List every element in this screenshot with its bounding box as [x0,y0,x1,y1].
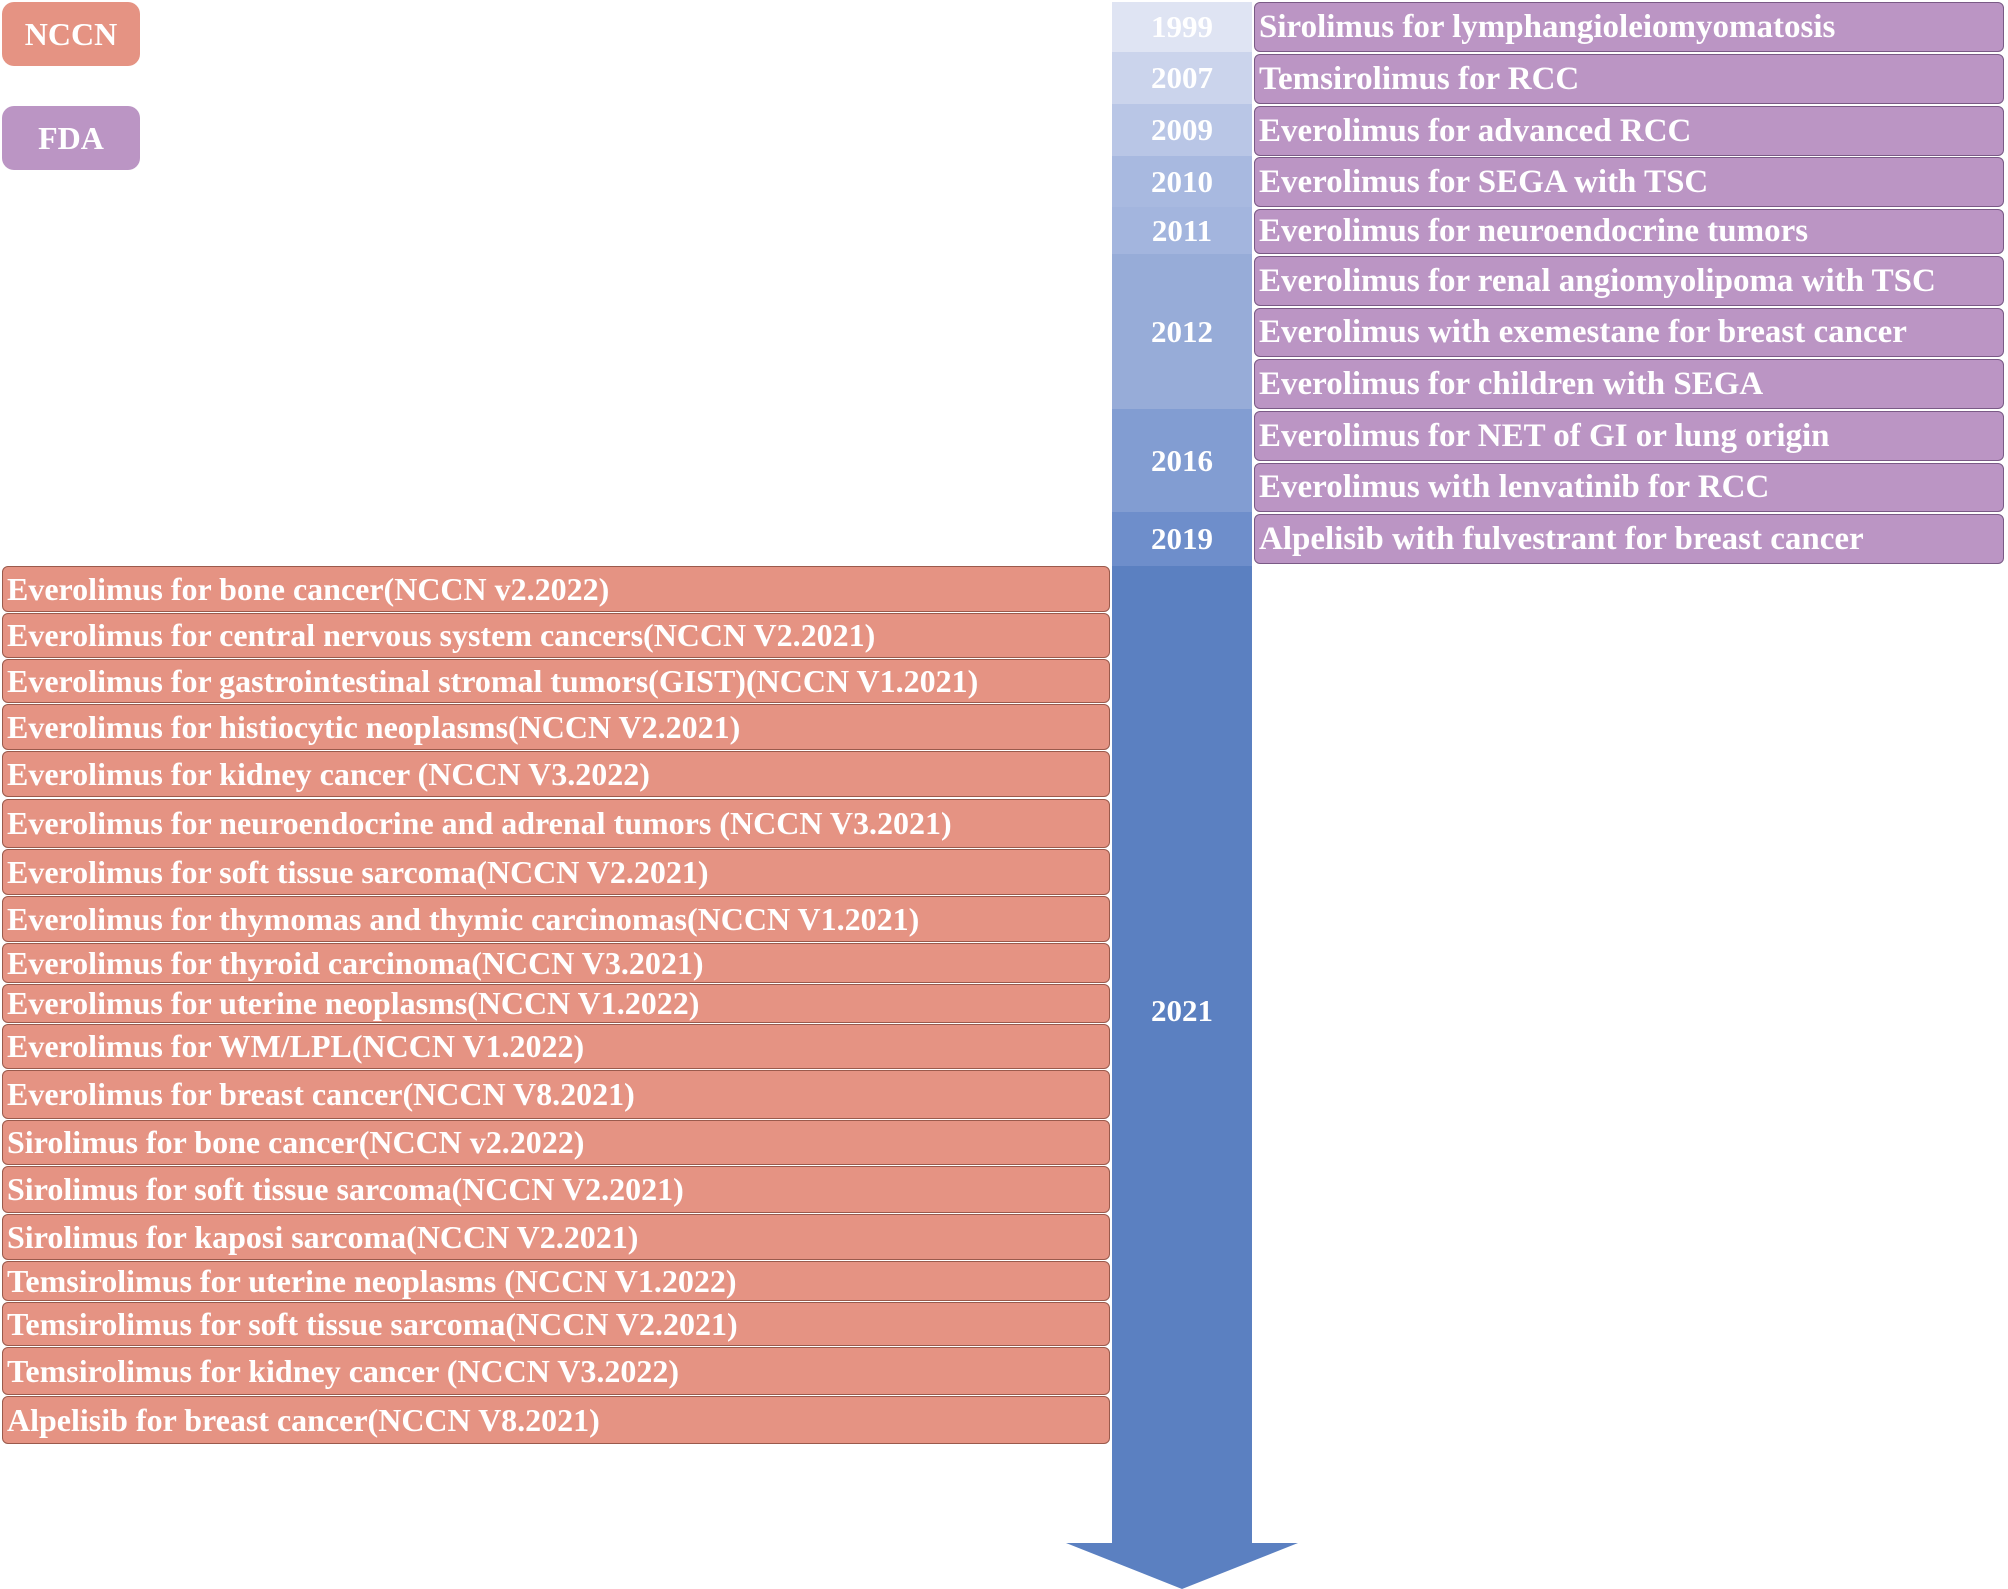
timeline-segment-2007 [1112,52,1252,104]
timeline-segment-2011 [1112,207,1252,254]
timeline-segment-2010 [1112,156,1252,207]
fda-approval-item: Everolimus for SEGA with TSC [1254,157,2004,207]
timeline-segment-2019 [1112,512,1252,566]
year-label-2019: 2019 [1151,521,1213,556]
year-label-2009: 2009 [1151,112,1213,147]
fda-approval-item: Everolimus for advanced RCC [1254,106,2004,156]
timeline-segment-2016 [1112,409,1252,512]
nccn-recommendation-item: Temsirolimus for kidney cancer (NCCN V3.… [2,1347,1110,1395]
fda-approval-item: Everolimus with lenvatinib for RCC [1254,463,2004,512]
fda-approval-item: Everolimus with exemestane for breast ca… [1254,308,2004,357]
year-label-2007: 2007 [1151,60,1213,95]
fda-approval-item: Everolimus for renal angiomyolipoma with… [1254,256,2004,306]
nccn-recommendation-item: Everolimus for histiocytic neoplasms(NCC… [2,704,1110,750]
year-label-2021: 2021 [1151,992,1213,1028]
nccn-recommendation-item: Everolimus for central nervous system ca… [2,613,1110,658]
nccn-recommendation-item: Temsirolimus for soft tissue sarcoma(NCC… [2,1302,1110,1346]
timeline-segment-1999 [1112,2,1252,52]
timeline-segment-2012 [1112,254,1252,409]
legend-nccn: NCCN [2,2,140,66]
year-label-2016: 2016 [1151,442,1213,478]
year-label-2010: 2010 [1151,163,1213,199]
nccn-recommendation-item: Everolimus for soft tissue sarcoma(NCCN … [2,849,1110,895]
fda-approval-item: Temsirolimus for RCC [1254,54,2004,104]
nccn-recommendation-item: Everolimus for kidney cancer (NCCN V3.20… [2,751,1110,797]
fda-approval-item: Everolimus for neuroendocrine tumors [1254,209,2004,254]
nccn-recommendation-item: Everolimus for thymomas and thymic carci… [2,896,1110,942]
nccn-recommendation-item: Everolimus for bone cancer(NCCN v2.2022) [2,566,1110,612]
timeline-segment-2021 [1112,566,1252,1543]
legend-fda: FDA [2,106,140,170]
nccn-recommendation-item: Everolimus for uterine neoplasms(NCCN V1… [2,984,1110,1023]
fda-approval-item: Alpelisib with fulvestrant for breast ca… [1254,514,2004,564]
year-label-2011: 2011 [1151,212,1213,248]
fda-approval-item: Everolimus for NET of GI or lung origin [1254,411,2004,461]
fda-approval-item: Everolimus for children with SEGA [1254,359,2004,409]
nccn-recommendation-item: Everolimus for WM/LPL(NCCN V1.2022) [2,1024,1110,1069]
nccn-recommendation-item: Everolimus for thyroid carcinoma(NCCN V3… [2,943,1110,983]
legend-nccn-label: NCCN [24,15,118,52]
nccn-recommendation-item: Sirolimus for bone cancer(NCCN v2.2022) [2,1120,1110,1165]
timeline-segment-2009 [1112,104,1252,156]
nccn-recommendation-item: Everolimus for gastrointestinal stromal … [2,659,1110,703]
timeline-arrowhead [1066,1543,1298,1589]
legend-fda-label: FDA [38,119,104,156]
year-label-1999: 1999 [1151,9,1213,44]
fda-approval-item: Sirolimus for lymphangioleiomyomatosis [1254,2,2004,52]
nccn-recommendation-item: Everolimus for breast cancer(NCCN V8.202… [2,1070,1110,1119]
nccn-recommendation-item: Everolimus for neuroendocrine and adrena… [2,799,1110,848]
nccn-recommendation-item: Temsirolimus for uterine neoplasms (NCCN… [2,1261,1110,1301]
nccn-recommendation-item: Sirolimus for soft tissue sarcoma(NCCN V… [2,1166,1110,1213]
nccn-recommendation-item: Alpelisib for breast cancer(NCCN V8.2021… [2,1396,1110,1444]
year-label-2012: 2012 [1151,313,1213,349]
nccn-recommendation-item: Sirolimus for kaposi sarcoma(NCCN V2.202… [2,1214,1110,1260]
